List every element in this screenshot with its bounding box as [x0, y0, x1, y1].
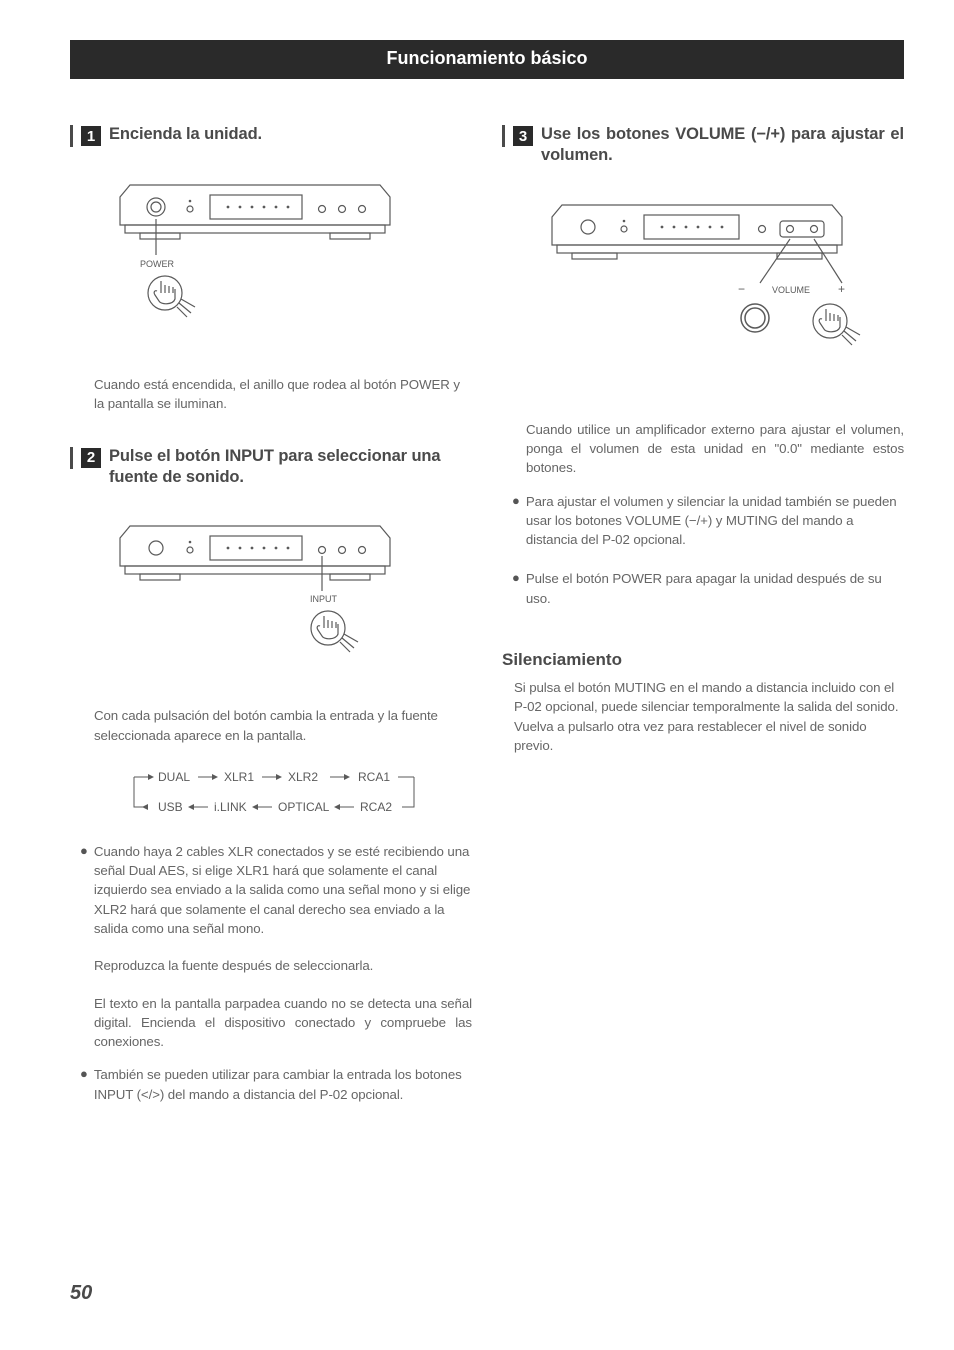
diagram-volume: − VOLUME + — [542, 185, 904, 380]
step-1-para: Cuando está encendida, el anillo que rod… — [70, 375, 472, 414]
bullet-icon: ● — [512, 492, 520, 550]
flow-item: XLR2 — [288, 770, 318, 784]
flow-item: i.LINK — [214, 800, 247, 814]
bullet-text: También se pueden utilizar para cambiar … — [94, 1065, 472, 1104]
step-separator — [70, 125, 73, 147]
power-label: POWER — [140, 259, 175, 269]
step-3-para: Cuando utilice un amplificador externo p… — [502, 420, 904, 478]
page-header: Funcionamiento básico — [70, 40, 904, 79]
flow-item: OPTICAL — [278, 800, 330, 814]
flow-item: RCA1 — [358, 770, 390, 784]
vol-label: VOLUME — [772, 285, 810, 295]
step-2-para-2: Reproduzca la fuente después de seleccio… — [70, 956, 472, 975]
vol-plus-label: + — [838, 282, 845, 296]
bullet-text: Pulse el botón POWER para apagar la unid… — [526, 569, 904, 608]
flow-item: XLR1 — [224, 770, 254, 784]
bullet: ● Cuando haya 2 cables XLR conectados y … — [70, 842, 472, 938]
step-number-badge: 1 — [81, 126, 101, 146]
input-label: INPUT — [310, 594, 338, 604]
bullet-text: Para ajustar el volumen y silenciar la u… — [526, 492, 904, 550]
step-title: Encienda la unidad. — [109, 124, 262, 145]
bullet-icon: ● — [80, 842, 88, 938]
bullet-icon: ● — [80, 1065, 88, 1104]
step-title: Pulse el botón INPUT para seleccionar un… — [109, 446, 472, 489]
bullet-text: Cuando haya 2 cables XLR conectados y se… — [94, 842, 472, 938]
step-2-heading: 2 Pulse el botón INPUT para seleccionar … — [70, 446, 472, 489]
input-flow-diagram: DUAL XLR1 XLR2 RCA1 USB i.LINK OPTICAL R… — [118, 763, 472, 824]
step-2-para-3: El texto en la pantalla parpadea cuando … — [70, 994, 472, 1052]
step-separator — [502, 125, 505, 147]
bullet: ● También se pueden utilizar para cambia… — [70, 1065, 472, 1104]
right-column: 3 Use los botones VOLUME (−/+) para ajus… — [502, 124, 904, 1104]
step-separator — [70, 447, 73, 469]
step-1-heading: 1 Encienda la unidad. — [70, 124, 472, 147]
bullet: ● Pulse el botón POWER para apagar la un… — [502, 569, 904, 608]
step-3-heading: 3 Use los botones VOLUME (−/+) para ajus… — [502, 124, 904, 167]
page-number: 50 — [70, 1282, 92, 1305]
step-title: Use los botones VOLUME (−/+) para ajusta… — [541, 124, 904, 167]
bullet-icon: ● — [512, 569, 520, 608]
flow-item: USB — [158, 800, 183, 814]
flow-item: RCA2 — [360, 800, 392, 814]
step-2-para-1: Con cada pulsación del botón cambia la e… — [70, 706, 472, 745]
diagram-power: POWER — [110, 165, 472, 350]
step-number-badge: 2 — [81, 448, 101, 468]
step-number-badge: 3 — [513, 126, 533, 146]
flow-item: DUAL — [158, 770, 190, 784]
content-columns: 1 Encienda la unidad. — [70, 124, 904, 1104]
bullet: ● Para ajustar el volumen y silenciar la… — [502, 492, 904, 550]
left-column: 1 Encienda la unidad. — [70, 124, 472, 1104]
diagram-input: INPUT — [110, 506, 472, 681]
muting-para: Si pulsa el botón MUTING en el mando a d… — [502, 678, 904, 755]
muting-heading: Silenciamiento — [502, 650, 904, 670]
vol-minus-label: − — [738, 282, 745, 296]
